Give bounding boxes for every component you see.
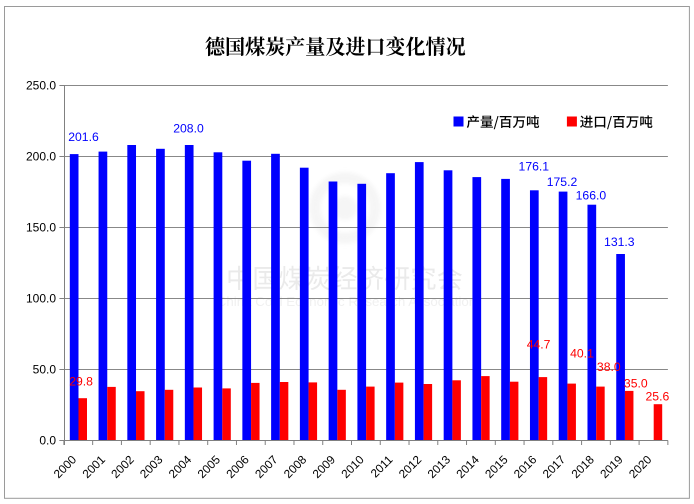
svg-text:44.7: 44.7	[527, 337, 551, 351]
svg-text:175.2: 175.2	[547, 175, 578, 189]
svg-text:166.0: 166.0	[576, 189, 607, 203]
svg-text:35.0: 35.0	[624, 377, 648, 391]
svg-text:131.3: 131.3	[604, 235, 635, 249]
svg-text:100.0: 100.0	[26, 292, 56, 306]
svg-text:200.0: 200.0	[26, 150, 56, 164]
svg-text:0.0: 0.0	[39, 434, 56, 448]
svg-text:50.0: 50.0	[33, 363, 57, 377]
svg-text:201.6: 201.6	[68, 130, 99, 144]
svg-text:29.8: 29.8	[69, 374, 93, 388]
svg-text:176.1: 176.1	[519, 160, 550, 174]
svg-text:40.1: 40.1	[570, 346, 594, 360]
svg-text:150.0: 150.0	[26, 221, 56, 235]
svg-text:208.0: 208.0	[173, 122, 204, 136]
svg-text:China Coal Economic Research A: China Coal Economic Research Association	[217, 294, 476, 309]
svg-text:250.0: 250.0	[26, 79, 56, 93]
svg-text:25.6: 25.6	[646, 389, 670, 403]
svg-text:38.0: 38.0	[597, 360, 621, 374]
